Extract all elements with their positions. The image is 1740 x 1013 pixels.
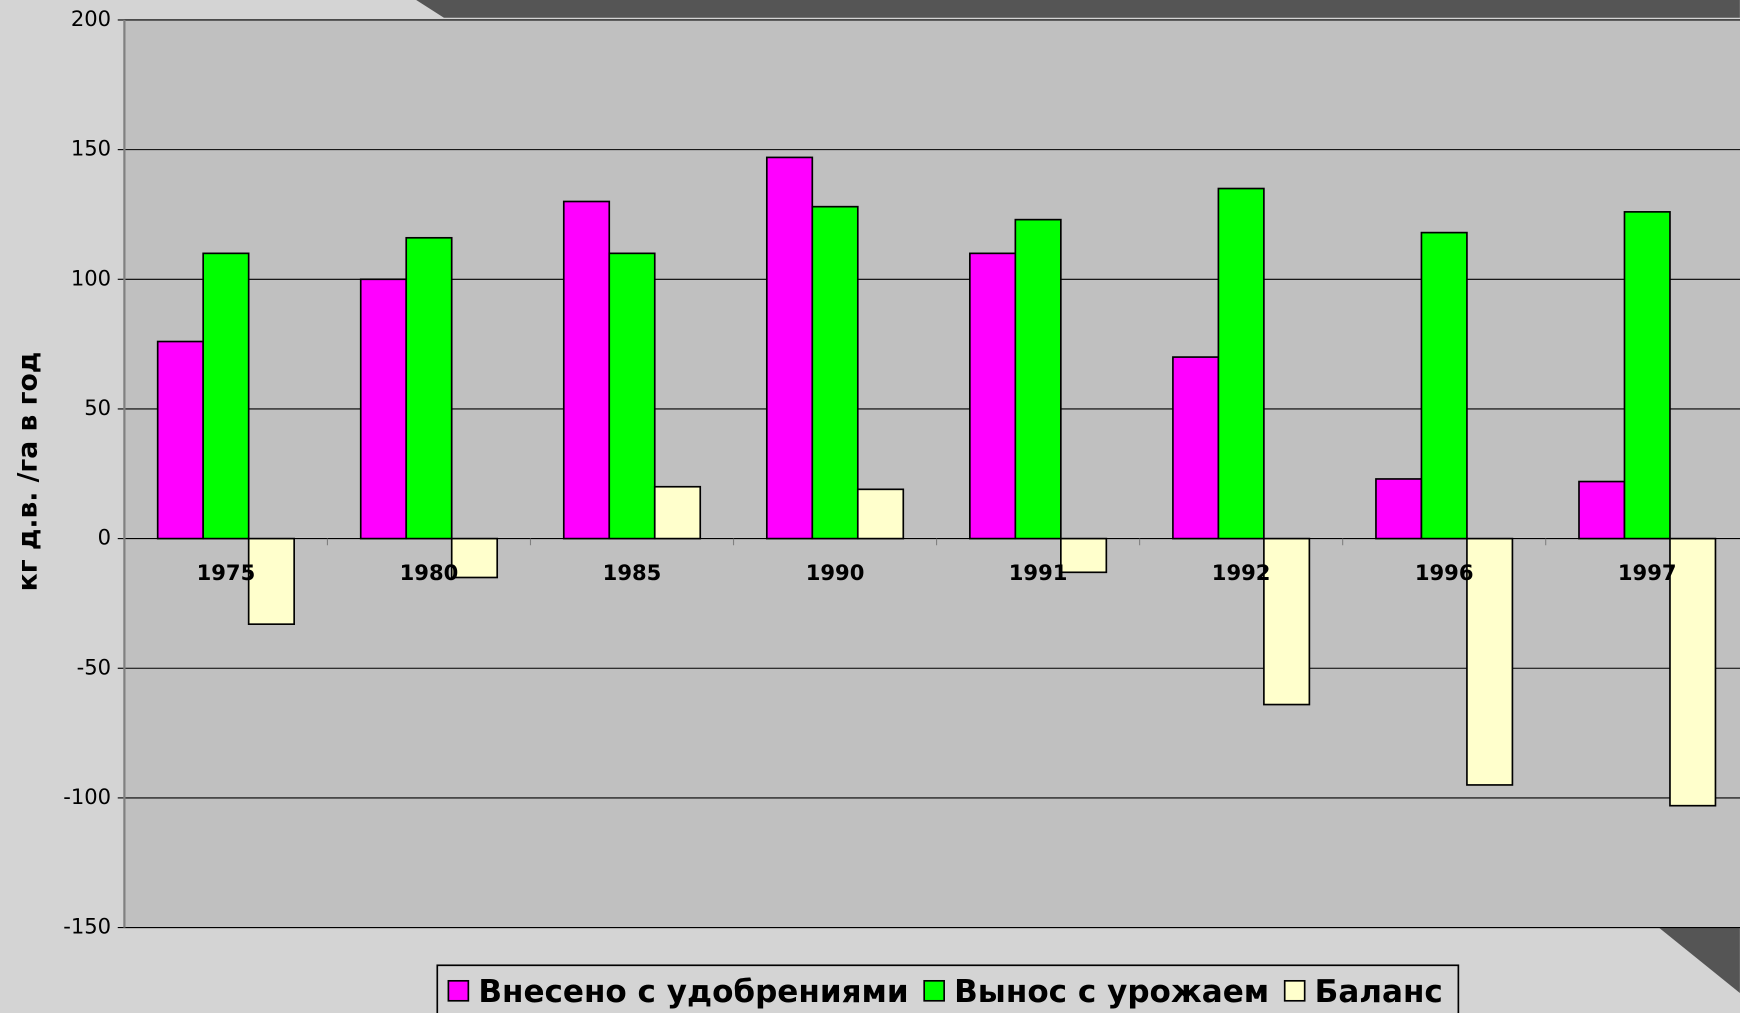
bar [1578, 480, 1626, 540]
bar [202, 252, 250, 540]
legend-items: Внесено с удобрениями Вынос с урожаем Бала… [447, 974, 1443, 1010]
x-tick-label: 1980 [400, 560, 459, 585]
x-tick-label: 1991 [1009, 560, 1068, 585]
y-tick-label: -150 [63, 914, 111, 939]
y-tick-label: -100 [63, 784, 111, 809]
y-tick-label: 0 [98, 525, 111, 550]
x-tick-label: 1985 [603, 560, 662, 585]
y-tick-label: 100 [71, 265, 111, 290]
y-tick-label: 200 [71, 6, 111, 31]
y-tick-label: -50 [77, 654, 111, 679]
x-tick-label: 1997 [1618, 560, 1677, 585]
legend-swatch [447, 979, 470, 1002]
legend-swatch [923, 979, 945, 1002]
bar [856, 488, 905, 540]
bar [1263, 537, 1311, 706]
labels: -150 -100 -50 0 50 100 150 200 1975 1980 1985 1990 1… [63, 6, 1676, 939]
bar [1172, 356, 1220, 540]
x-tick-label: 1975 [197, 560, 256, 585]
bar [653, 485, 702, 540]
y-axis-label: кг д.в. /га в год [12, 352, 43, 592]
y-tick-label: 150 [71, 136, 111, 161]
bar [405, 236, 453, 540]
bar [1217, 187, 1265, 540]
bar [1060, 537, 1108, 574]
bar [765, 156, 814, 540]
bar [562, 200, 611, 540]
bar [1669, 537, 1717, 807]
x-tick-label: 1996 [1415, 560, 1474, 585]
bar [969, 252, 1017, 540]
legend-label: Баланс [1315, 974, 1443, 1010]
bar [359, 278, 408, 540]
decor-shape [416, 0, 1740, 18]
bar [1375, 478, 1423, 540]
bar [1466, 537, 1514, 786]
x-tick-label: 1990 [806, 560, 865, 585]
bar [247, 537, 295, 626]
bar [608, 252, 656, 540]
bars [156, 156, 1717, 807]
bar [1420, 231, 1468, 540]
y-tick-label: 50 [84, 395, 111, 420]
x-tick-label: 1992 [1212, 560, 1271, 585]
bar [1014, 218, 1062, 540]
bar [811, 205, 859, 540]
legend-swatch [1283, 979, 1306, 1002]
legend-label: Внесено с удобрениями [478, 974, 908, 1010]
bar [156, 340, 205, 540]
bar [450, 537, 499, 579]
legend-label: Вынос с урожаем [954, 974, 1269, 1010]
bar [1623, 211, 1671, 540]
